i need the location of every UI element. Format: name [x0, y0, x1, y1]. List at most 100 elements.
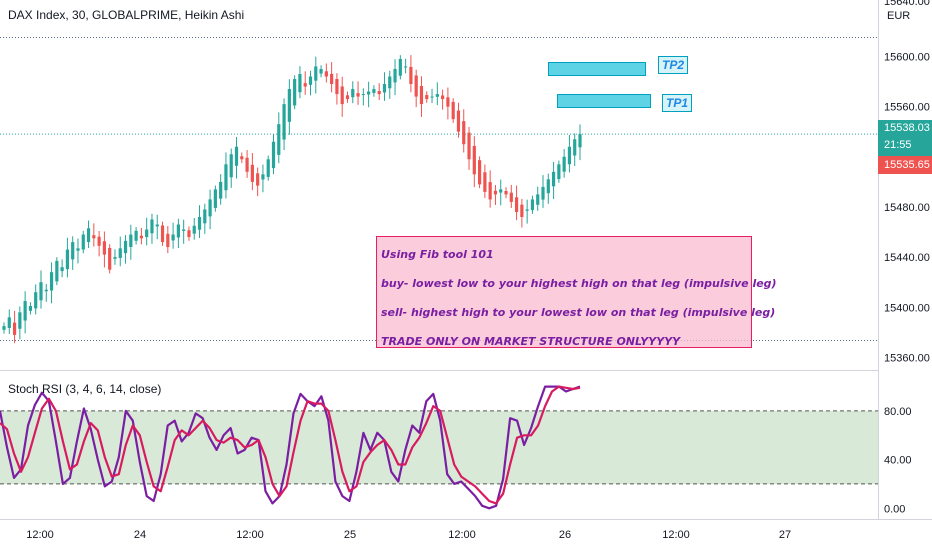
candle-body: [250, 164, 254, 182]
candle-body: [224, 164, 228, 191]
candle-body: [493, 190, 498, 195]
candle-body: [92, 235, 96, 239]
candle-body: [256, 173, 260, 186]
candle-body: [86, 228, 91, 243]
candle-body: [23, 301, 27, 321]
candle-body: [97, 236, 101, 246]
rsi-band: [0, 410, 878, 484]
candle-body: [44, 289, 48, 292]
time-tick-label: 12:00: [236, 529, 264, 541]
rsi-tick-label: 80.00: [884, 406, 912, 418]
candle-body: [367, 91, 371, 95]
candle-body: [277, 124, 281, 155]
candle-body: [234, 146, 239, 166]
candle-body: [361, 94, 365, 96]
candle-body: [102, 241, 107, 255]
note-line: TRADE ONLY ON MARKET STRUCTURE ONLYYYYY: [381, 335, 681, 348]
candle-body: [60, 267, 64, 272]
candle-body: [145, 229, 149, 238]
candle-body: [282, 104, 286, 140]
rsi-tick-label: 40.00: [884, 455, 912, 467]
candle-body: [34, 292, 38, 309]
candle-body: [504, 190, 508, 195]
candle-body: [514, 197, 519, 212]
candle-body: [462, 121, 466, 145]
candle-body: [160, 225, 165, 243]
rsi-tick-label: 0.00: [884, 503, 905, 515]
candle-body: [483, 172, 487, 192]
tp1-box[interactable]: [557, 94, 651, 108]
candle-body: [171, 234, 175, 241]
candle-body: [562, 156, 566, 172]
candle-body: [520, 204, 524, 217]
candle-body: [351, 89, 355, 98]
candle-body: [451, 101, 455, 120]
note-line: sell- highest high to your lowest low on…: [381, 306, 776, 319]
candle-body: [208, 199, 212, 217]
candle-body: [219, 181, 223, 199]
candle-body: [229, 154, 233, 178]
candle-body: [49, 272, 54, 291]
price-tick-label: 15640.00: [884, 0, 930, 8]
candle-body: [266, 159, 270, 177]
candle-body: [319, 68, 323, 74]
candle-body: [472, 145, 476, 175]
candle-body: [467, 132, 471, 160]
currency-label[interactable]: EUR: [887, 10, 911, 22]
candle-body: [240, 156, 244, 160]
price-tick-label: 15400.00: [884, 302, 930, 314]
candle-body: [388, 76, 392, 89]
candle-body: [382, 84, 387, 93]
candle-body: [430, 96, 434, 98]
time-tick-label: 24: [134, 529, 146, 541]
candle-body: [39, 282, 43, 301]
candle-body: [324, 71, 328, 77]
axes-group: 15600.00 15560.00 15480.00 15440.00 15400.00…: [26, 0, 930, 541]
tp1-label[interactable]: TP1: [662, 94, 693, 112]
chart-title: DAX Index, 30, GLOBALPRIME, Heikin Ashi: [8, 8, 245, 22]
current-price: 15538.03: [884, 122, 930, 134]
candle-body: [414, 75, 418, 97]
price-tick-label: 15440.00: [884, 252, 930, 264]
candle-body: [245, 157, 249, 172]
candle-body: [303, 83, 307, 87]
candle-body: [55, 260, 59, 282]
candle-body: [7, 317, 11, 328]
price-tick-label: 15360.00: [884, 352, 930, 364]
candle-body: [541, 186, 545, 200]
fib-note-box[interactable]: Using Fib tool 101 buy- lowest low to yo…: [376, 236, 777, 348]
candle-body: [113, 257, 117, 259]
candle-body: [409, 66, 413, 85]
candle-body: [477, 160, 482, 185]
other-price-tag: 15535.65: [878, 156, 932, 174]
candle-body: [345, 95, 350, 100]
time-tick-label: 12:00: [448, 529, 476, 541]
candle-body: [18, 312, 22, 329]
candle-body: [393, 68, 397, 83]
candle-body: [419, 86, 424, 105]
candle-body: [573, 139, 577, 156]
candle-body: [182, 229, 186, 231]
time-tick-label: 25: [344, 529, 356, 541]
tp2-label[interactable]: TP2: [658, 56, 689, 74]
candle-body: [197, 216, 202, 230]
candle-body: [261, 174, 265, 180]
time-tick-label: 12:00: [26, 529, 54, 541]
candle-body: [404, 66, 408, 68]
candle-body: [335, 78, 339, 95]
time-tick-label: 12:00: [662, 529, 690, 541]
stoch-d-line: [0, 385, 581, 505]
candle-body: [530, 199, 535, 211]
candle-body: [499, 189, 503, 193]
candle-body: [446, 97, 450, 107]
candle-body: [567, 146, 572, 165]
other-price: 15535.65: [884, 159, 930, 171]
tp2-box[interactable]: [548, 62, 646, 76]
candle-body: [372, 89, 376, 94]
candle-body: [287, 89, 291, 122]
stoch-rsi-pane: [0, 385, 878, 510]
candle-body: [293, 79, 297, 106]
current-price-tag: 15538.03 21:55: [878, 120, 932, 156]
candle-body: [456, 110, 461, 132]
